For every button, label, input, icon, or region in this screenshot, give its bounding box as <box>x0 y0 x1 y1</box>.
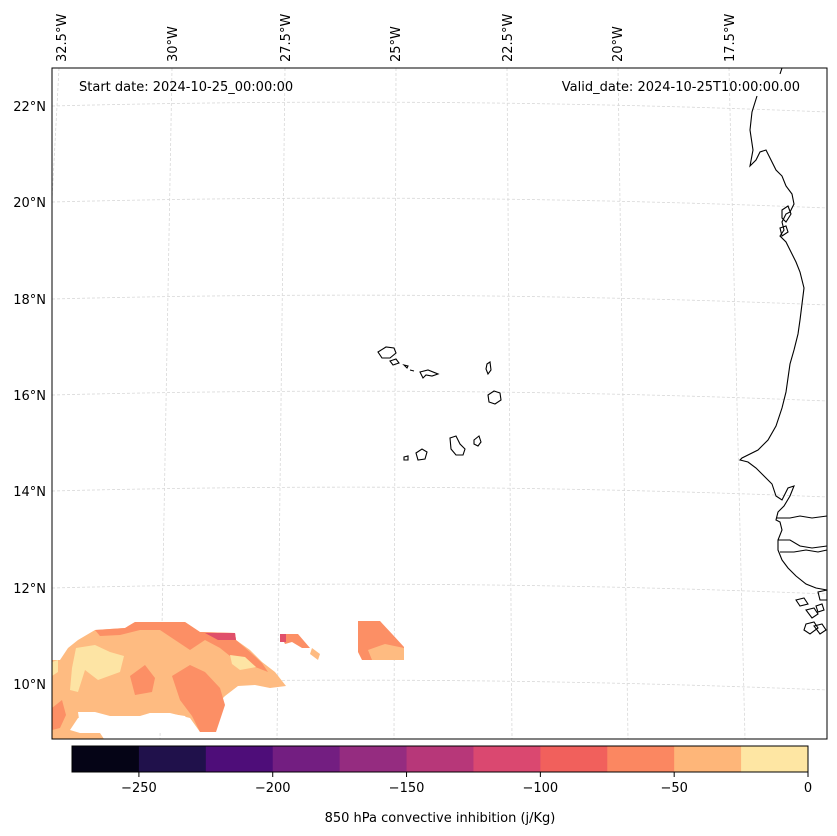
cin-region-pale-c <box>52 660 58 676</box>
colorbar-segment <box>540 746 608 772</box>
lon-label-32-5w: 32.5°W <box>55 14 70 62</box>
colorbar-segment <box>674 746 742 772</box>
latitude-labels: 22°N 20°N 18°N 16°N 14°N 12°N 10°N <box>13 100 46 693</box>
coastline-dakhla <box>781 205 792 223</box>
lat-label-20n: 20°N <box>13 196 46 211</box>
coastline-africa <box>738 67 828 635</box>
gridline-lat-16n <box>51 390 828 402</box>
island-boa-vista <box>487 390 502 405</box>
island-brava <box>403 455 409 461</box>
lon-label-30w: 30°W <box>166 26 181 62</box>
colorbar-frame <box>71 745 809 773</box>
map-panel: Start date: 2024-10-25_00:00:00 Valid_da… <box>51 67 828 740</box>
lon-label-22-5w: 22.5°W <box>501 14 516 62</box>
gridline-lat-22n <box>51 101 828 113</box>
islands <box>377 346 502 461</box>
cin-region-orange-b <box>130 665 155 695</box>
gridline-lat-20n <box>51 197 828 209</box>
colorbar-segment <box>406 746 474 772</box>
cin-region-small-2 <box>310 648 320 660</box>
gridline-lon-17-5w <box>728 67 746 740</box>
island-santa-luzia <box>402 363 409 369</box>
colorbar-segment <box>473 746 541 772</box>
lat-label-14n: 14°N <box>13 485 46 500</box>
lon-label-17-5w: 17.5°W <box>723 14 738 62</box>
longitude-labels: 32.5°W 30°W 27.5°W 25°W 22.5°W 20°W 17.5… <box>55 14 738 62</box>
lon-label-27-5w: 27.5°W <box>279 14 294 62</box>
coastline-mainland <box>738 67 828 591</box>
gridline-lat-14n <box>51 486 828 498</box>
cin-region-pale-a <box>70 645 124 692</box>
cin-region-small-1 <box>280 634 310 648</box>
colorbar-tick-label: −150 <box>389 781 425 796</box>
coastline-dakhla-2 <box>779 225 789 237</box>
gridline-lon-25w <box>393 67 397 740</box>
coastline-gambia-region <box>776 515 828 553</box>
cin-region-small-1b <box>280 634 286 642</box>
lat-label-16n: 16°N <box>13 389 46 404</box>
lon-label-20w: 20°W <box>611 26 626 62</box>
colorbar-tick-label: −250 <box>121 781 157 796</box>
gridline-lon-27-5w <box>276 67 286 740</box>
colorbar: −250 −200 −150 −100 −50 0 850 hPa convective … <box>71 745 812 826</box>
colorbar-tick-label: −100 <box>523 781 559 796</box>
cin-region-red-a <box>205 633 236 640</box>
colorbar-segment <box>339 746 408 772</box>
cin-field <box>52 621 404 739</box>
gridline-lon-22-5w <box>506 67 513 740</box>
map-frame <box>51 67 828 740</box>
island-fogo <box>415 448 428 461</box>
start-date-label: Start date: 2024-10-25_00:00:00 <box>79 80 293 95</box>
island-sal <box>485 361 492 376</box>
colorbar-tick-label: 0 <box>804 781 812 796</box>
island-maio <box>473 435 482 447</box>
colorbar-tick-label: −200 <box>255 781 291 796</box>
gridline-lat-18n <box>51 294 828 306</box>
island-santiago <box>449 435 466 456</box>
colorbar-label: 850 hPa convective inhibition (j/Kg) <box>325 811 556 826</box>
cin-region-orange-c <box>172 665 225 732</box>
island-sao-vicente <box>389 358 400 366</box>
cin-region-white-gap <box>78 712 192 733</box>
lat-label-18n: 18°N <box>13 293 46 308</box>
colorbar-ticks: −250 −200 −150 −100 −50 0 <box>121 772 812 796</box>
cin-region-orange-d <box>52 700 66 730</box>
lat-label-22n: 22°N <box>13 100 46 115</box>
colorbar-segment <box>741 746 809 772</box>
colorbar-segment <box>272 746 341 772</box>
lon-label-25w: 25°W <box>389 26 404 62</box>
colorbar-segment <box>72 746 140 772</box>
colorbar-segments <box>72 746 809 772</box>
cin-region-east-pale <box>368 644 404 660</box>
colorbar-segment <box>607 746 675 772</box>
gridline-lon-32-5w <box>51 67 60 201</box>
colorbar-segment <box>205 746 274 772</box>
cin-region-pale-b <box>230 655 256 670</box>
lat-label-10n: 10°N <box>13 678 46 693</box>
gridline-lon-30w <box>159 67 173 740</box>
coastline-guinea-islands <box>795 589 828 635</box>
valid-date-label: Valid_date: 2024-10-25T10:00:00.00 <box>562 80 800 95</box>
graticule <box>51 67 828 740</box>
island-santo-antao <box>377 346 397 359</box>
gridline-lat-12n <box>51 583 828 595</box>
lat-label-12n: 12°N <box>13 582 46 597</box>
island-sao-nicolau <box>409 369 440 379</box>
gridline-lon-20w <box>617 67 629 740</box>
colorbar-tick-label: −50 <box>660 781 687 796</box>
colorbar-segment <box>138 746 207 772</box>
